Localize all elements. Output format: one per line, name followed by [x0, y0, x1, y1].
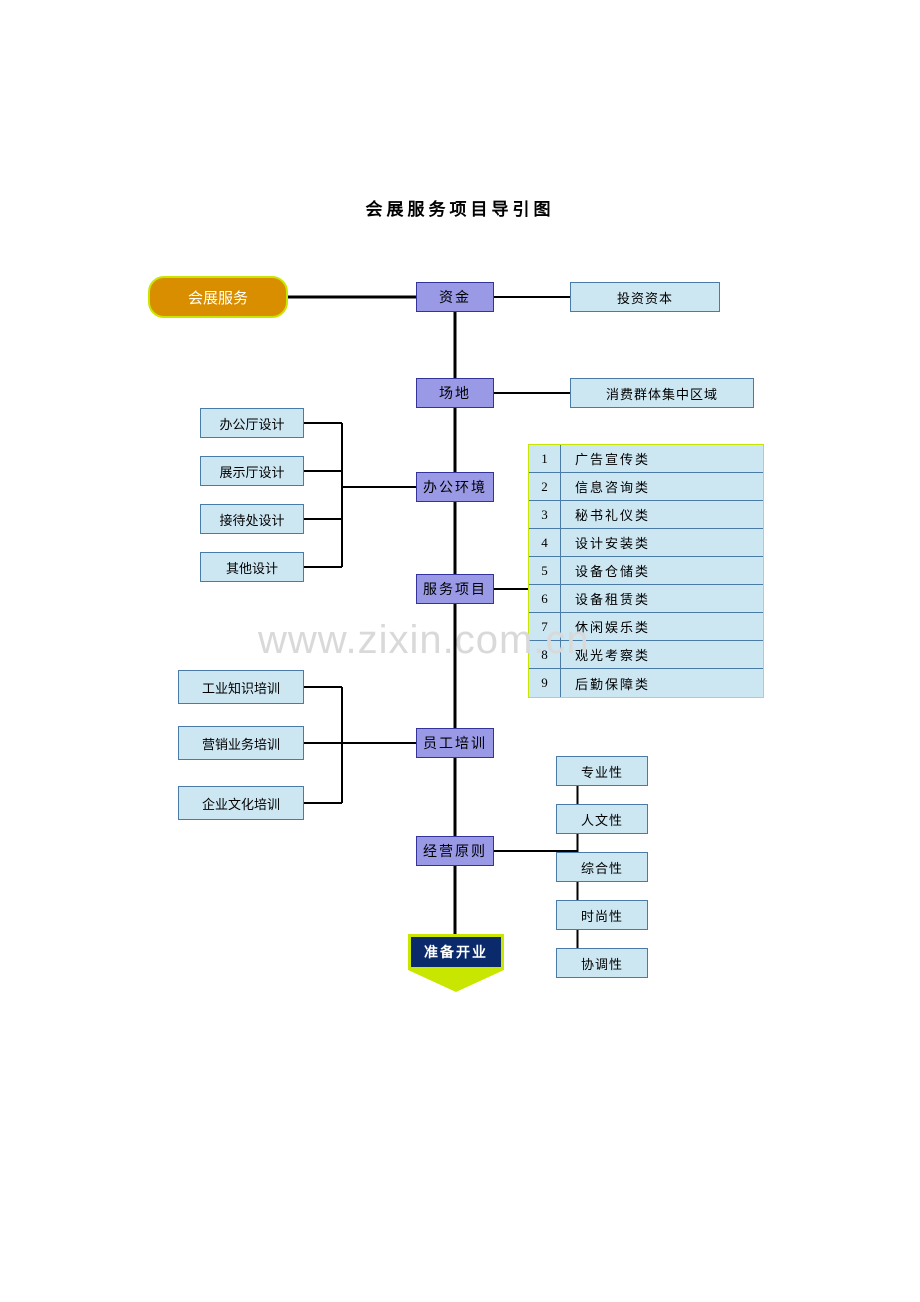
center-c2: 办公环境	[416, 472, 494, 502]
service-num: 2	[529, 473, 561, 500]
right-r1: 消费群体集中区域	[570, 378, 754, 408]
final-arrow-tip	[408, 970, 504, 992]
final-arrow: 准备开业	[408, 934, 504, 992]
center-c3: 服务项目	[416, 574, 494, 604]
service-row: 6设备租赁类	[529, 585, 763, 613]
service-label: 设备仓储类	[561, 557, 763, 584]
center-c5: 经营原则	[416, 836, 494, 866]
office-0: 办公厅设计	[200, 408, 304, 438]
principle-3: 时尚性	[556, 900, 648, 930]
service-label: 设备租赁类	[561, 585, 763, 612]
service-num: 9	[529, 669, 561, 697]
training-1: 营销业务培训	[178, 726, 304, 760]
training-0: 工业知识培训	[178, 670, 304, 704]
office-2: 接待处设计	[200, 504, 304, 534]
service-num: 1	[529, 445, 561, 472]
right-r0: 投资资本	[570, 282, 720, 312]
service-row: 4设计安装类	[529, 529, 763, 557]
service-num: 5	[529, 557, 561, 584]
principle-2: 综合性	[556, 852, 648, 882]
service-label: 观光考察类	[561, 641, 763, 668]
service-num: 3	[529, 501, 561, 528]
office-3: 其他设计	[200, 552, 304, 582]
office-1: 展示厅设计	[200, 456, 304, 486]
service-label: 后勤保障类	[561, 669, 763, 697]
center-c0: 资金	[416, 282, 494, 312]
service-label: 秘书礼仪类	[561, 501, 763, 528]
principle-1: 人文性	[556, 804, 648, 834]
service-row: 5设备仓储类	[529, 557, 763, 585]
center-c4: 员工培训	[416, 728, 494, 758]
service-label: 信息咨询类	[561, 473, 763, 500]
service-row: 3秘书礼仪类	[529, 501, 763, 529]
final-label: 准备开业	[408, 934, 504, 970]
training-2: 企业文化培训	[178, 786, 304, 820]
watermark: www.zixin.com.cn	[258, 618, 590, 663]
principle-0: 专业性	[556, 756, 648, 786]
service-label: 广告宣传类	[561, 445, 763, 472]
service-label: 休闲娱乐类	[561, 613, 763, 640]
center-c1: 场地	[416, 378, 494, 408]
start-node: 会展服务	[148, 276, 288, 318]
service-num: 4	[529, 529, 561, 556]
service-label: 设计安装类	[561, 529, 763, 556]
principle-4: 协调性	[556, 948, 648, 978]
page-title: 会展服务项目导引图	[0, 195, 920, 220]
service-row: 1广告宣传类	[529, 445, 763, 473]
service-row: 2信息咨询类	[529, 473, 763, 501]
service-row: 9后勤保障类	[529, 669, 763, 697]
service-num: 6	[529, 585, 561, 612]
